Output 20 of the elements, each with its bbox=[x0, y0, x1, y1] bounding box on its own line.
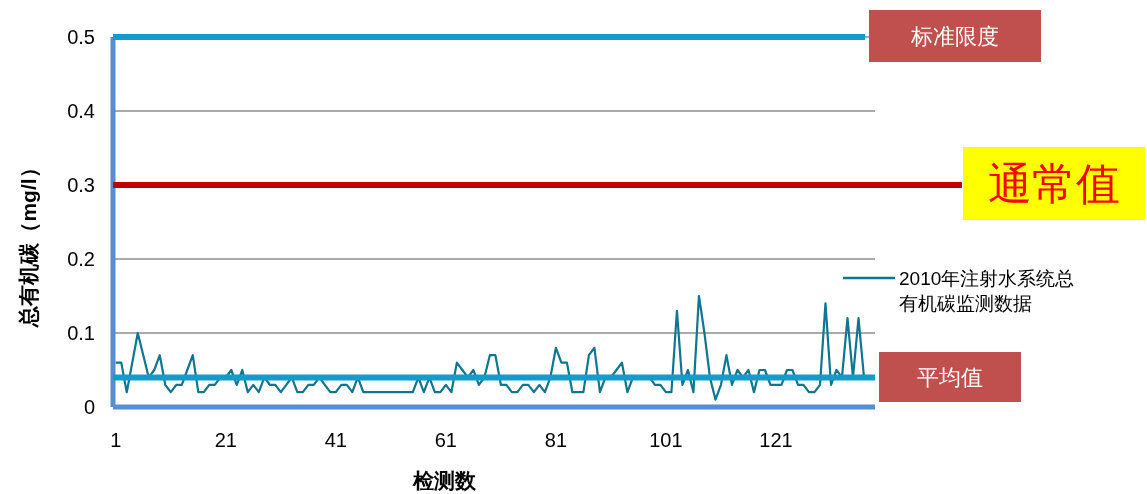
x-tick-label: 41 bbox=[324, 429, 347, 451]
ref-line-label: 标准限度 bbox=[910, 23, 999, 49]
x-axis-title: 检测数 bbox=[411, 469, 477, 492]
y-tick-label: 0.2 bbox=[67, 248, 95, 270]
x-tick-label: 1 bbox=[110, 429, 122, 451]
y-tick-label: 0 bbox=[83, 396, 95, 418]
line-series bbox=[114, 294, 866, 401]
x-tick-label: 81 bbox=[544, 429, 568, 451]
x-tick-label: 61 bbox=[434, 429, 457, 451]
y-axis-title: 总有机碳（mg/l） bbox=[17, 157, 40, 328]
y-tick-label: 0.1 bbox=[67, 322, 95, 344]
x-tick-label: 21 bbox=[214, 429, 237, 451]
legend-label: 2010年注射水系统总有机碳监测数据 bbox=[899, 267, 1075, 315]
x-tick-label: 101 bbox=[649, 429, 683, 451]
ref-line-label: 平均值 bbox=[917, 364, 983, 390]
y-tick-label: 0.5 bbox=[67, 26, 95, 48]
y-tick-label: 0.4 bbox=[67, 100, 95, 122]
x-tick-label: 121 bbox=[759, 429, 793, 451]
y-tick-label: 0.3 bbox=[67, 174, 95, 196]
ref-line-label: 通常值 bbox=[988, 157, 1120, 209]
